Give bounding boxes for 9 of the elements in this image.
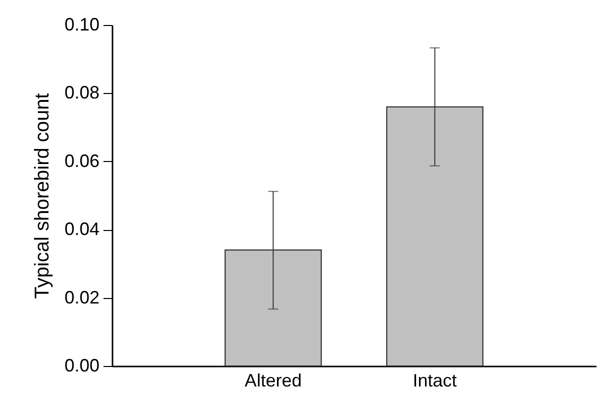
y-axis-title: Typical shorebird count [31,92,54,299]
y-tick-label: 0.10 [64,14,100,34]
y-tick-label: 0.06 [64,150,100,171]
y-tick-label: 0.02 [64,287,100,308]
x-tick-label: Intact [412,370,457,390]
y-tick-label: 0.04 [64,219,100,240]
y-tick-label: 0.00 [64,356,100,376]
x-tick-label: Altered [244,370,302,390]
y-tick-label: 0.08 [64,82,100,103]
